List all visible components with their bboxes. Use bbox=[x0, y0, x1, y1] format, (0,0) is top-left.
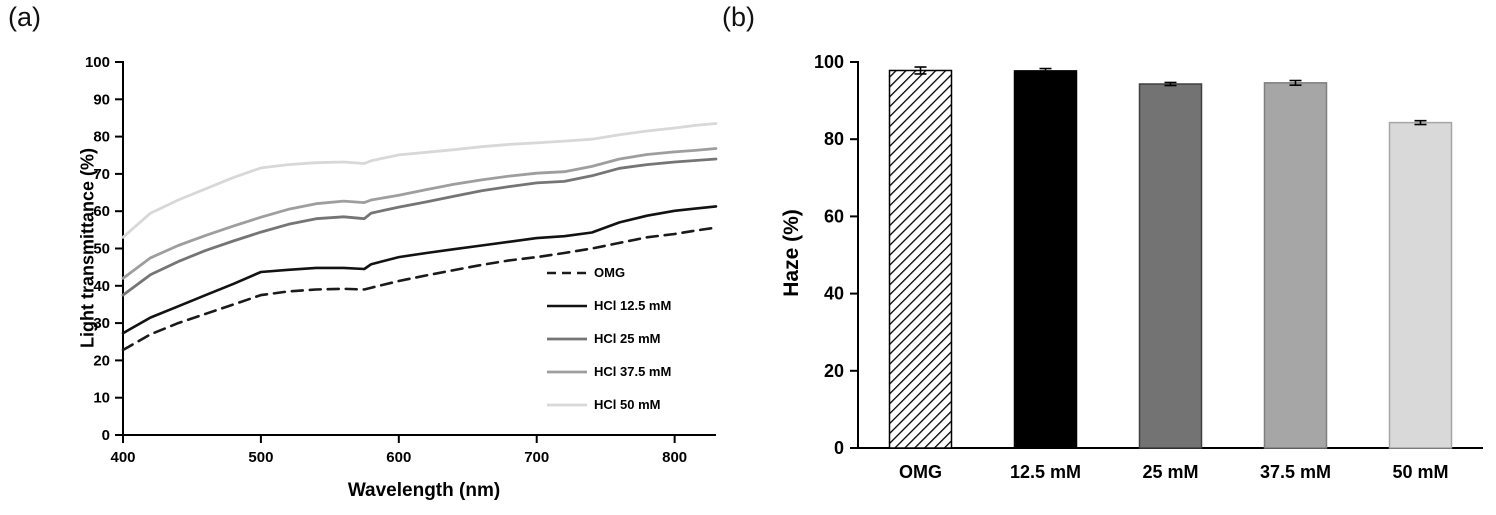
y-tick-label: 100 bbox=[85, 54, 110, 71]
x-tick-label: 600 bbox=[386, 449, 411, 466]
y-tick-label: 0 bbox=[102, 427, 110, 444]
transmittance-x-axis-label: Wavelength (nm) bbox=[347, 480, 501, 501]
series-line-4 bbox=[121, 122, 718, 239]
x-tick-label: 500 bbox=[248, 449, 273, 466]
y-tick-label: 60 bbox=[824, 206, 844, 226]
category-label-3: 37.5 mM bbox=[1260, 462, 1331, 482]
haze-y-axis-label: Haze (%) bbox=[780, 209, 803, 297]
transmittance-plot: 0 10 20 30 40 50 60 70 80 90 100 400 500 600 700 800 OMG… bbox=[85, 54, 718, 466]
x-tick-label: 700 bbox=[524, 449, 549, 466]
panel-b-label: (b) bbox=[722, 2, 755, 32]
y-tick-label: 90 bbox=[93, 91, 110, 108]
haze-bar-1 bbox=[1013, 70, 1078, 449]
category-label-1: 12.5 mM bbox=[1010, 462, 1081, 482]
panel-a-label: (a) bbox=[8, 2, 41, 32]
y-tick-label: 100 bbox=[814, 52, 844, 72]
y-tick-label: 80 bbox=[93, 129, 110, 146]
legend-label-0: OMG bbox=[594, 265, 625, 280]
category-label-4: 50 mM bbox=[1392, 462, 1448, 482]
series-line-0 bbox=[121, 226, 718, 352]
category-label-2: 25 mM bbox=[1142, 462, 1198, 482]
y-tick-label: 60 bbox=[93, 203, 110, 220]
haze-bar-0 bbox=[888, 69, 953, 449]
haze-bar-4 bbox=[1388, 121, 1453, 449]
y-tick-label: 20 bbox=[824, 361, 844, 381]
y-tick-label: 80 bbox=[824, 129, 844, 149]
y-tick-label: 0 bbox=[834, 438, 844, 458]
series-line-3 bbox=[121, 147, 718, 280]
haze-plot: 0 20 40 60 80 100 OMG 12.5 mM 25 mM 37.5 mM 50 mM bbox=[814, 52, 1483, 482]
series-line-2 bbox=[121, 157, 718, 297]
transmittance-y-axis-label: Light transmittance (%) bbox=[77, 147, 98, 349]
legend-label-4: HCl 50 mM bbox=[594, 397, 660, 412]
series-line-1 bbox=[121, 205, 718, 335]
y-tick-label: 20 bbox=[93, 352, 110, 369]
haze-bar-3 bbox=[1263, 82, 1328, 449]
y-tick-label: 30 bbox=[93, 315, 110, 332]
category-label-0: OMG bbox=[899, 462, 942, 482]
y-tick-label: 50 bbox=[93, 241, 110, 258]
legend-label-3: HCl 37.5 mM bbox=[594, 364, 671, 379]
haze-bar-2 bbox=[1138, 83, 1203, 449]
x-tick-label: 800 bbox=[662, 449, 687, 466]
x-tick-label: 400 bbox=[110, 449, 135, 466]
y-tick-label: 70 bbox=[93, 166, 110, 183]
y-tick-label: 40 bbox=[93, 278, 110, 295]
y-tick-label: 40 bbox=[824, 284, 844, 304]
y-tick-label: 10 bbox=[93, 390, 110, 407]
legend-label-1: HCl 12.5 mM bbox=[594, 298, 671, 313]
legend-label-2: HCl 25 mM bbox=[594, 331, 660, 346]
